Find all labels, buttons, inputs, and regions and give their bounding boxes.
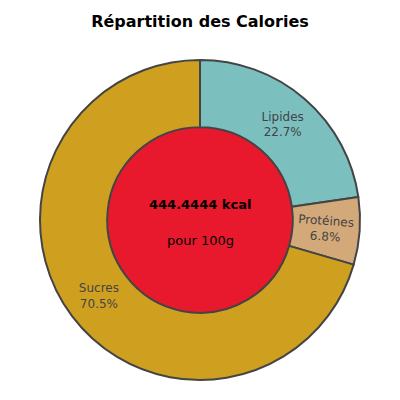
svg-text:444.4444 kcal: 444.4444 kcal (149, 197, 251, 212)
svg-text:Répartition des Calories: Répartition des Calories (91, 12, 309, 31)
svg-text:Lipides22.7%: Lipides22.7% (262, 110, 304, 140)
svg-text:Protéines6.8%: Protéines6.8% (297, 212, 355, 245)
svg-text:Sucres70.5%: Sucres70.5% (79, 281, 119, 311)
svg-text:pour 100g: pour 100g (167, 233, 234, 248)
